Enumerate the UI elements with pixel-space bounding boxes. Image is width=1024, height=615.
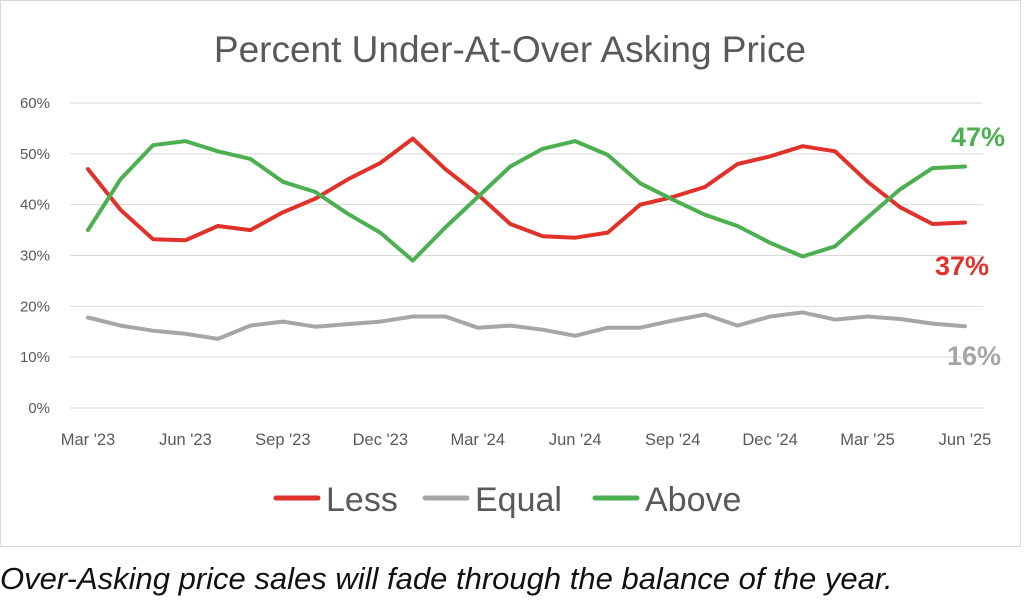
series-lines bbox=[86, 136, 967, 341]
legend-label-above: Above bbox=[645, 481, 741, 519]
end-label-equal: 16% bbox=[947, 341, 1001, 371]
chart-frame bbox=[0, 0, 1021, 547]
x-tick-label: Jun '23 bbox=[159, 431, 212, 449]
x-tick-label: Mar '23 bbox=[61, 431, 116, 449]
x-tick-label: Jun '24 bbox=[549, 431, 602, 449]
chart-title: Percent Under-At-Over Asking Price bbox=[214, 29, 806, 70]
legend-label-less: Less bbox=[326, 481, 398, 519]
y-tick-label: 20% bbox=[20, 298, 50, 315]
chart-caption: Over-Asking price sales will fade throug… bbox=[0, 561, 893, 596]
end-label-above: 47% bbox=[951, 122, 1005, 152]
y-tick-label: 50% bbox=[20, 146, 50, 163]
line-chart: Percent Under-At-Over Asking Price 0% 10%… bbox=[20, 29, 1005, 519]
x-tick-label: Sep '24 bbox=[645, 431, 700, 449]
y-tick-label: 60% bbox=[20, 95, 50, 112]
series-line-less bbox=[86, 136, 967, 243]
series-line-equal bbox=[86, 310, 967, 341]
x-tick-label: Jun '25 bbox=[939, 431, 992, 449]
x-axis-ticks: Mar '23 Jun '23 Sep '23 Dec '23 Mar '24 Jun '… bbox=[61, 431, 992, 449]
end-label-less: 37% bbox=[935, 251, 989, 281]
x-tick-label: Mar '24 bbox=[451, 431, 506, 449]
x-tick-label: Dec '24 bbox=[742, 431, 797, 449]
x-tick-label: Dec '23 bbox=[353, 431, 408, 449]
y-tick-label: 30% bbox=[20, 248, 50, 265]
legend: Less Equal Above bbox=[273, 481, 741, 519]
legend-label-equal: Equal bbox=[475, 481, 562, 519]
series-line-above bbox=[86, 139, 967, 263]
end-labels: 37% 16% 47% bbox=[935, 122, 1005, 371]
x-tick-label: Mar '25 bbox=[840, 431, 895, 449]
y-tick-label: 0% bbox=[28, 400, 50, 417]
y-axis-ticks: 0% 10% 20% 30% 40% 50% 60% bbox=[20, 95, 50, 417]
y-tick-label: 40% bbox=[20, 197, 50, 214]
gridlines bbox=[70, 102, 983, 409]
x-tick-label: Sep '23 bbox=[255, 431, 310, 449]
y-tick-label: 10% bbox=[20, 349, 50, 366]
